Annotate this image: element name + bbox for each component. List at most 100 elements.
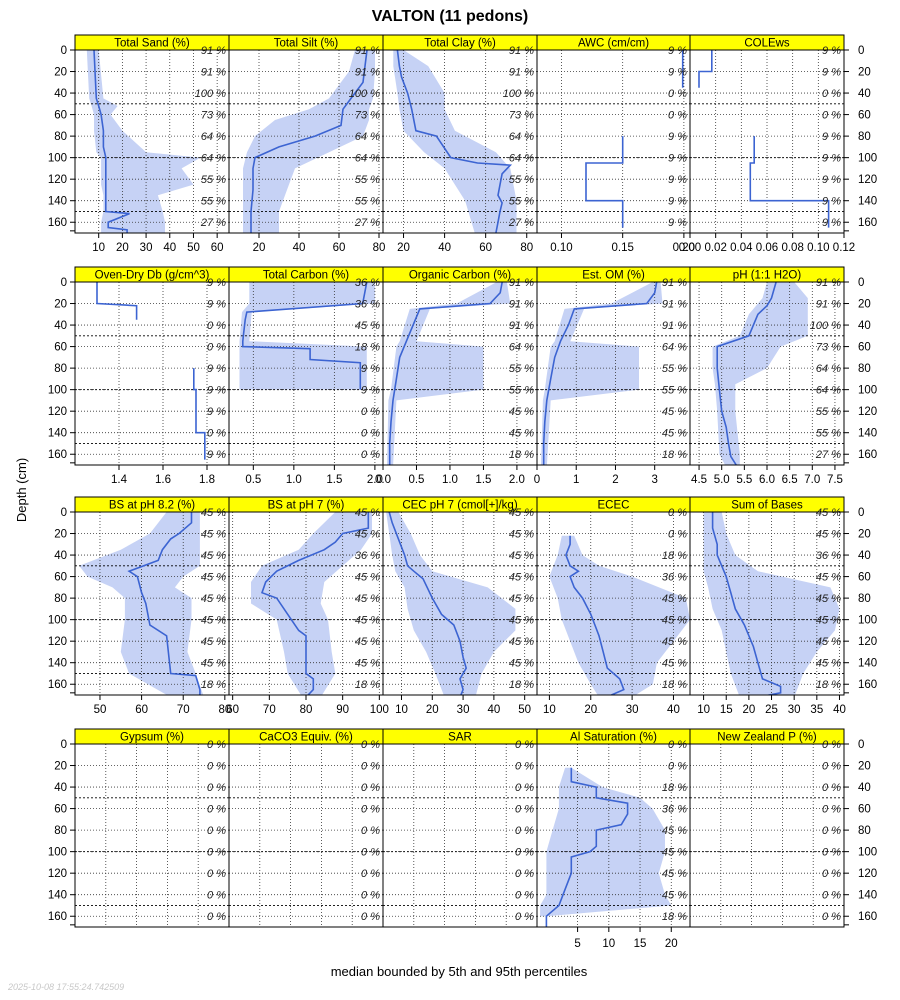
depth-tick-label-right: 0 [858, 45, 864, 57]
pct-label: 73 % [201, 110, 226, 122]
pct-label: 45 % [509, 615, 534, 627]
x-tick-label: 10 [543, 704, 556, 716]
pct-label: 45 % [201, 507, 226, 519]
pct-label: 9 % [822, 196, 841, 208]
pct-label: 36 % [662, 572, 687, 584]
pct-label: 73 % [509, 110, 534, 122]
depth-tick-label-right: 40 [858, 320, 871, 332]
depth-tick-label-right: 140 [858, 428, 877, 440]
percentile-band [243, 50, 375, 233]
pct-label: 9 % [207, 299, 226, 311]
x-tick-label: 1.0 [286, 474, 302, 486]
pct-label: 91 % [816, 277, 841, 289]
pct-label: 0 % [207, 320, 226, 332]
x-tick-label: 40 [293, 242, 306, 254]
pct-label: 0 % [361, 761, 380, 773]
depth-tick-label: 40 [54, 782, 67, 794]
pct-label: 0 % [361, 406, 380, 418]
pct-label: 91 % [355, 45, 380, 57]
pct-label: 55 % [201, 174, 226, 186]
x-tick-label: 100 [370, 704, 389, 716]
pct-label: 64 % [509, 131, 534, 143]
pct-label: 0 % [207, 868, 226, 880]
panel: CEC pH 7 (cmol[+]/kg)45 %45 %45 %45 %45 … [382, 496, 538, 716]
panel: Est. OM (%) 91 % 91 % 91 % 64 % 55 % 55 % 45 % 4… [534, 266, 691, 486]
x-tick-label: 60 [211, 242, 224, 254]
depth-tick-label: 140 [48, 658, 67, 670]
median-line [716, 282, 777, 465]
pct-label: 45 % [355, 320, 380, 332]
pct-label: 9 % [668, 217, 687, 229]
pct-label: 0 % [515, 890, 534, 902]
panel-strip-label: Total Silt (%) [274, 38, 339, 50]
x-tick-label: 0 [534, 474, 540, 486]
timestamp-label: 2025-10-08 17:55:24.742509 [7, 982, 124, 992]
pct-label: 36 % [662, 804, 687, 816]
depth-tick-label: 40 [54, 88, 67, 100]
depth-tick-label-right: 120 [858, 868, 877, 880]
pct-label: 45 % [662, 636, 687, 648]
median-line [388, 282, 503, 465]
pct-label: 18 % [662, 550, 687, 562]
depth-tick-label-right: 160 [858, 911, 877, 923]
pct-label: 18 % [816, 679, 841, 691]
grid [383, 743, 537, 927]
x-tick-label: 1.0 [442, 474, 458, 486]
chart-title: VALTON (11 pedons) [372, 8, 528, 25]
x-tick-label: 25 [765, 704, 778, 716]
percentile-band [549, 535, 690, 695]
depth-tick-label-right: 80 [858, 363, 871, 375]
pct-label: 18 % [355, 679, 380, 691]
depth-tick-label: 140 [48, 890, 67, 902]
depth-tick-label: 160 [48, 449, 67, 461]
pct-label: 55 % [509, 385, 534, 397]
pct-label: 0 % [207, 825, 226, 837]
depth-tick-label-right: 100 [858, 615, 877, 627]
median-line [711, 512, 782, 695]
pct-label: 45 % [201, 615, 226, 627]
pct-label: 9 % [668, 196, 687, 208]
depth-tick-label: 100 [48, 615, 67, 627]
panel: Total Carbon (%) 36 % 36 % 45 % 18 % 9 % 9 % 0 … [228, 266, 384, 486]
panel: BS at pH 7 (%) 45 % 45 % 36 % 45 % 45 % 45 % 45… [226, 496, 389, 716]
x-tick-label: 0.15 [611, 242, 633, 254]
pct-label: 100 % [195, 88, 226, 100]
depth-tick-label: 60 [54, 110, 67, 122]
pct-label: 45 % [355, 572, 380, 584]
pct-label: 45 % [662, 593, 687, 605]
depth-tick-label: 0 [61, 739, 67, 751]
x-tick-label: 30 [626, 704, 639, 716]
pct-label: 45 % [662, 658, 687, 670]
pct-label: 73 % [355, 110, 380, 122]
pct-label: 45 % [355, 636, 380, 648]
pct-label: 0 % [822, 890, 841, 902]
x-tick-label: 80 [520, 242, 533, 254]
depth-tick-label: 0 [61, 507, 67, 519]
panel-strip-label: Est. OM (%) [582, 270, 645, 282]
x-tick-label: 60 [135, 704, 148, 716]
pct-label: 64 % [662, 342, 687, 354]
pct-label: 91 % [509, 277, 534, 289]
pct-label: 64 % [355, 153, 380, 165]
x-tick-label: 3 [651, 474, 657, 486]
panel: Sum of Bases 45 % 45 % 36 % 45 % 45 % 45 % 45 %… [689, 496, 846, 716]
x-tick-label: 80 [373, 242, 386, 254]
percentile-band [540, 767, 672, 917]
pct-label: 0 % [207, 890, 226, 902]
pct-label: 0 % [822, 911, 841, 923]
median-line [93, 50, 130, 233]
depth-tick-label: 120 [48, 868, 67, 880]
x-tick-label: 10 [697, 704, 710, 716]
x-tick-label: 0.00 [679, 242, 701, 254]
pct-label: 91 % [662, 277, 687, 289]
pct-label: 64 % [816, 363, 841, 375]
depth-tick-label: 40 [54, 320, 67, 332]
pct-label: 55 % [201, 196, 226, 208]
pct-label: 0 % [822, 761, 841, 773]
depth-tick-label-right: 80 [858, 593, 871, 605]
pct-label: 0 % [361, 428, 380, 440]
x-tick-label: 20 [584, 704, 597, 716]
pct-label: 64 % [201, 153, 226, 165]
